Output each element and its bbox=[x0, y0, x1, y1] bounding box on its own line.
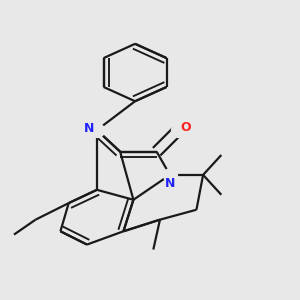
Text: N: N bbox=[83, 122, 94, 135]
Text: O: O bbox=[180, 121, 191, 134]
Text: N: N bbox=[165, 177, 175, 190]
